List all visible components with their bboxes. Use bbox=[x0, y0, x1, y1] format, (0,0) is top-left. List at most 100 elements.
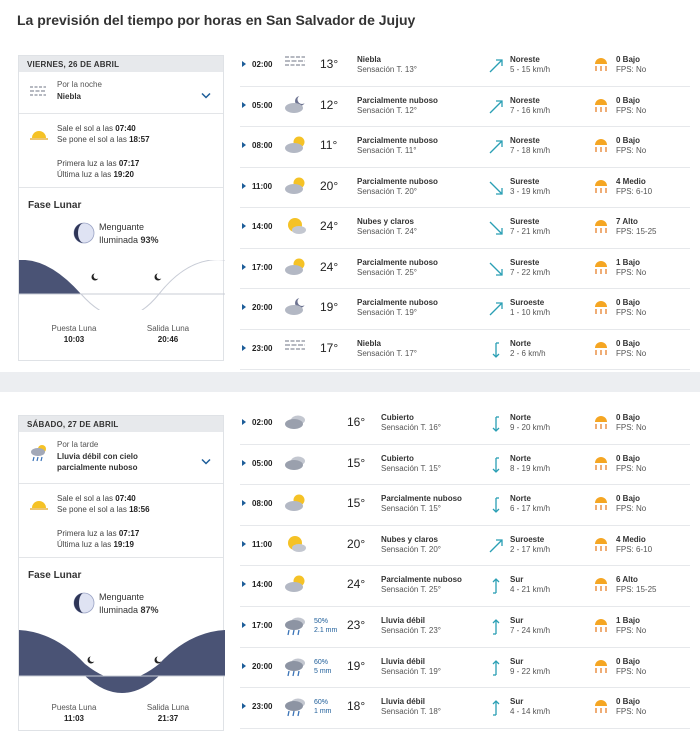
expand-arrow-icon[interactable] bbox=[242, 662, 246, 669]
chevron-down-icon[interactable] bbox=[201, 452, 211, 470]
wind-north-icon bbox=[488, 497, 504, 515]
moonrise-marker-icon bbox=[154, 273, 163, 281]
rain-icon bbox=[284, 656, 308, 680]
expand-arrow-icon[interactable] bbox=[242, 61, 246, 67]
moon-phase-name: Menguante bbox=[99, 222, 145, 232]
hourly-row[interactable]: 20:00 60% 5 mm 19° Lluvia débil Sensación T. … bbox=[240, 648, 690, 689]
expand-arrow-icon[interactable] bbox=[242, 142, 246, 148]
hourly-row[interactable]: 23:00 17° Niebla Sensación T. 17° Norte 2 - 6… bbox=[240, 330, 690, 370]
wind-speed: 7 - 22 km/h bbox=[510, 267, 551, 277]
row-feels-like: Sensación T. 15° bbox=[381, 504, 441, 514]
sunset-prefix: Se pone el sol a las bbox=[57, 135, 127, 144]
row-temperature: 24° bbox=[347, 577, 366, 592]
wind-northeast-icon bbox=[488, 58, 504, 76]
expand-arrow-icon[interactable] bbox=[242, 703, 246, 710]
row-feels-like: Sensación T. 24° bbox=[357, 227, 417, 236]
rain-pct: 60% bbox=[314, 699, 329, 707]
row-hour: 20:00 bbox=[252, 661, 273, 671]
row-hour: 11:00 bbox=[252, 181, 273, 191]
row-description: Nubes y claros bbox=[357, 217, 414, 226]
chevron-down-icon[interactable] bbox=[201, 86, 211, 104]
hourly-row[interactable]: 14:00 24° Parcialmente nuboso Sensación T. … bbox=[240, 566, 690, 607]
moonset-label: Puesta Luna bbox=[51, 703, 97, 712]
hourly-row[interactable]: 05:00 12° Parcialmente nuboso Sensación T. … bbox=[240, 87, 690, 127]
moon-title: Fase Lunar bbox=[28, 200, 82, 211]
hourly-row[interactable]: 05:00 15° Cubierto Sensación T. 15° Norte 8 -… bbox=[240, 445, 690, 486]
partly-cloudy-day-icon bbox=[284, 493, 308, 515]
expand-arrow-icon[interactable] bbox=[242, 581, 246, 588]
hourly-row[interactable]: 08:00 15° Parcialmente nuboso Sensación T. … bbox=[240, 485, 690, 526]
wind-direction: Norte bbox=[510, 494, 531, 504]
row-hour: 23:00 bbox=[252, 343, 273, 353]
row-temperature: 19° bbox=[347, 658, 366, 673]
uv-index-icon bbox=[592, 56, 610, 74]
section-divider bbox=[0, 372, 700, 392]
expand-arrow-icon[interactable] bbox=[242, 344, 246, 351]
condition-text: Lluvia débil con cielo parcialmente nubo… bbox=[57, 452, 138, 472]
fps-value: FPS: No bbox=[616, 146, 647, 155]
uv-index: 0 Bajo bbox=[616, 55, 641, 64]
sun-info: Sale el sol a las 07:40 Se pone el sol a… bbox=[19, 114, 223, 188]
current-condition[interactable]: Por la tarde Lluvia débil con cielo parc… bbox=[19, 432, 223, 484]
moon-illum-value: 87% bbox=[140, 605, 159, 615]
expand-arrow-icon[interactable] bbox=[242, 621, 246, 628]
rain-probability: 60% 1 mm bbox=[314, 698, 332, 716]
hourly-row[interactable]: 20:00 19° Parcialmente nuboso Sensación T. … bbox=[240, 289, 690, 330]
hourly-row[interactable]: 11:00 20° Parcialmente nuboso Sensación T. … bbox=[240, 168, 690, 208]
row-feels-like: Sensación T. 19° bbox=[357, 308, 417, 317]
hourly-row[interactable]: 14:00 24° Nubes y claros Sensación T. 24° Su… bbox=[240, 208, 690, 249]
wind-speed: 7 - 24 km/h bbox=[510, 625, 551, 635]
row-description: Parcialmente nuboso bbox=[357, 176, 438, 186]
moon-illum-value: 93% bbox=[140, 235, 159, 245]
first-light-prefix: Primera luz a las bbox=[57, 529, 117, 538]
hourly-row[interactable]: 08:00 11° Parcialmente nuboso Sensación T. … bbox=[240, 127, 690, 168]
wind-speed: 6 - 17 km/h bbox=[510, 504, 551, 514]
moon-path-chart bbox=[19, 260, 225, 310]
hourly-row[interactable]: 23:00 60% 1 mm 18° Lluvia débil Sensación T. … bbox=[240, 688, 690, 729]
expand-arrow-icon[interactable] bbox=[242, 101, 246, 108]
row-feels-like: Sensación T. 11° bbox=[357, 146, 417, 155]
uv-index-icon bbox=[592, 259, 610, 277]
row-temperature: 24° bbox=[320, 219, 339, 233]
expand-arrow-icon[interactable] bbox=[242, 304, 246, 310]
wind-speed: 2 - 6 km/h bbox=[510, 348, 546, 358]
expand-arrow-icon[interactable] bbox=[242, 459, 246, 466]
expand-arrow-icon[interactable] bbox=[242, 419, 246, 425]
expand-arrow-icon[interactable] bbox=[242, 263, 246, 270]
expand-arrow-icon[interactable] bbox=[242, 182, 246, 189]
fps-value: FPS: 15-25 bbox=[616, 585, 657, 595]
hourly-row[interactable]: 11:00 20° Nubes y claros Sensación T. 20° Su… bbox=[240, 526, 690, 567]
row-temperature: 18° bbox=[347, 699, 366, 714]
sunset-time: 18:57 bbox=[129, 135, 150, 144]
current-condition[interactable]: Por la noche Niebla bbox=[19, 72, 223, 114]
hourly-row[interactable]: 02:00 13° Niebla Sensación T. 13° Noreste 5 -… bbox=[240, 46, 690, 87]
uv-index-icon bbox=[592, 299, 610, 317]
condition-period: Por la tarde bbox=[57, 440, 99, 449]
row-temperature: 16° bbox=[347, 415, 366, 429]
row-hour: 14:00 bbox=[252, 222, 273, 231]
fps-value: FPS: No bbox=[616, 504, 647, 514]
expand-arrow-icon[interactable] bbox=[242, 500, 246, 507]
hourly-row[interactable]: 02:00 16° Cubierto Sensación T. 16° Norte 9 -… bbox=[240, 404, 690, 445]
moonset-time: 11:03 bbox=[63, 714, 85, 723]
uv-index: 0 Bajo bbox=[616, 697, 641, 707]
moonset-label: Puesta Luna bbox=[51, 324, 97, 333]
hourly-row[interactable]: 17:00 24° Parcialmente nuboso Sensación T. … bbox=[240, 249, 690, 289]
wind-speed: 3 - 19 km/h bbox=[510, 186, 551, 196]
hourly-rows-day-2: 02:00 16° Cubierto Sensación T. 16° Norte 9 -… bbox=[240, 404, 690, 729]
sunrise-icon bbox=[29, 498, 49, 512]
fps-value: FPS: No bbox=[616, 707, 647, 717]
row-feels-like: Sensación T. 18° bbox=[381, 707, 441, 717]
wind-speed: 1 - 10 km/h bbox=[510, 308, 551, 317]
uv-index: 1 Bajo bbox=[616, 257, 641, 267]
expand-arrow-icon[interactable] bbox=[242, 540, 246, 547]
expand-arrow-icon[interactable] bbox=[242, 223, 246, 229]
fps-value: FPS: 6-10 bbox=[616, 544, 653, 554]
moon-phase-section: Fase Lunar Menguante Iluminada 93% Puest… bbox=[19, 188, 225, 360]
row-description: Parcialmente nuboso bbox=[357, 298, 438, 307]
row-hour: 02:00 bbox=[252, 60, 273, 69]
hourly-row[interactable]: 17:00 50% 2.1 mm 23° Lluvia débil Sensación T… bbox=[240, 607, 690, 648]
wind-direction: Sur bbox=[510, 615, 524, 625]
moon-illumination: Iluminada 93% bbox=[99, 235, 159, 245]
fog-icon bbox=[284, 54, 306, 70]
